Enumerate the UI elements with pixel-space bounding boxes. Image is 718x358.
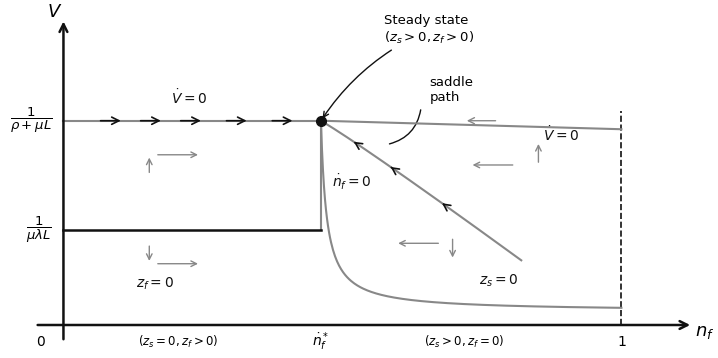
Text: $(z_s=0,z_f>0)$: $(z_s=0,z_f>0)$ <box>138 334 218 350</box>
FancyArrowPatch shape <box>389 110 421 144</box>
Text: $\dfrac{1}{\mu\lambda L}$: $\dfrac{1}{\mu\lambda L}$ <box>26 214 52 245</box>
Text: Steady state
$(z_s>0,z_f>0)$: Steady state $(z_s>0,z_f>0)$ <box>323 14 474 117</box>
Text: $\dot{V}=0$: $\dot{V}=0$ <box>171 88 208 107</box>
Text: saddle
path: saddle path <box>429 76 474 104</box>
Text: $\dfrac{1}{\rho+\mu L}$: $\dfrac{1}{\rho+\mu L}$ <box>9 106 52 135</box>
Text: $z_f=0$: $z_f=0$ <box>136 276 174 292</box>
Text: $z_s=0$: $z_s=0$ <box>479 272 518 289</box>
Text: $\dot{n}_f=0$: $\dot{n}_f=0$ <box>332 173 372 192</box>
Text: 1: 1 <box>617 335 626 349</box>
Text: $\dot{V}=0$: $\dot{V}=0$ <box>543 125 579 144</box>
Text: 0: 0 <box>36 335 45 349</box>
Text: $n_f$: $n_f$ <box>694 323 714 341</box>
Text: $(z_s>0,z_f=0)$: $(z_s>0,z_f=0)$ <box>424 334 504 350</box>
Text: $\dot{n}_f^*$: $\dot{n}_f^*$ <box>312 331 330 353</box>
Text: $V$: $V$ <box>47 3 62 21</box>
